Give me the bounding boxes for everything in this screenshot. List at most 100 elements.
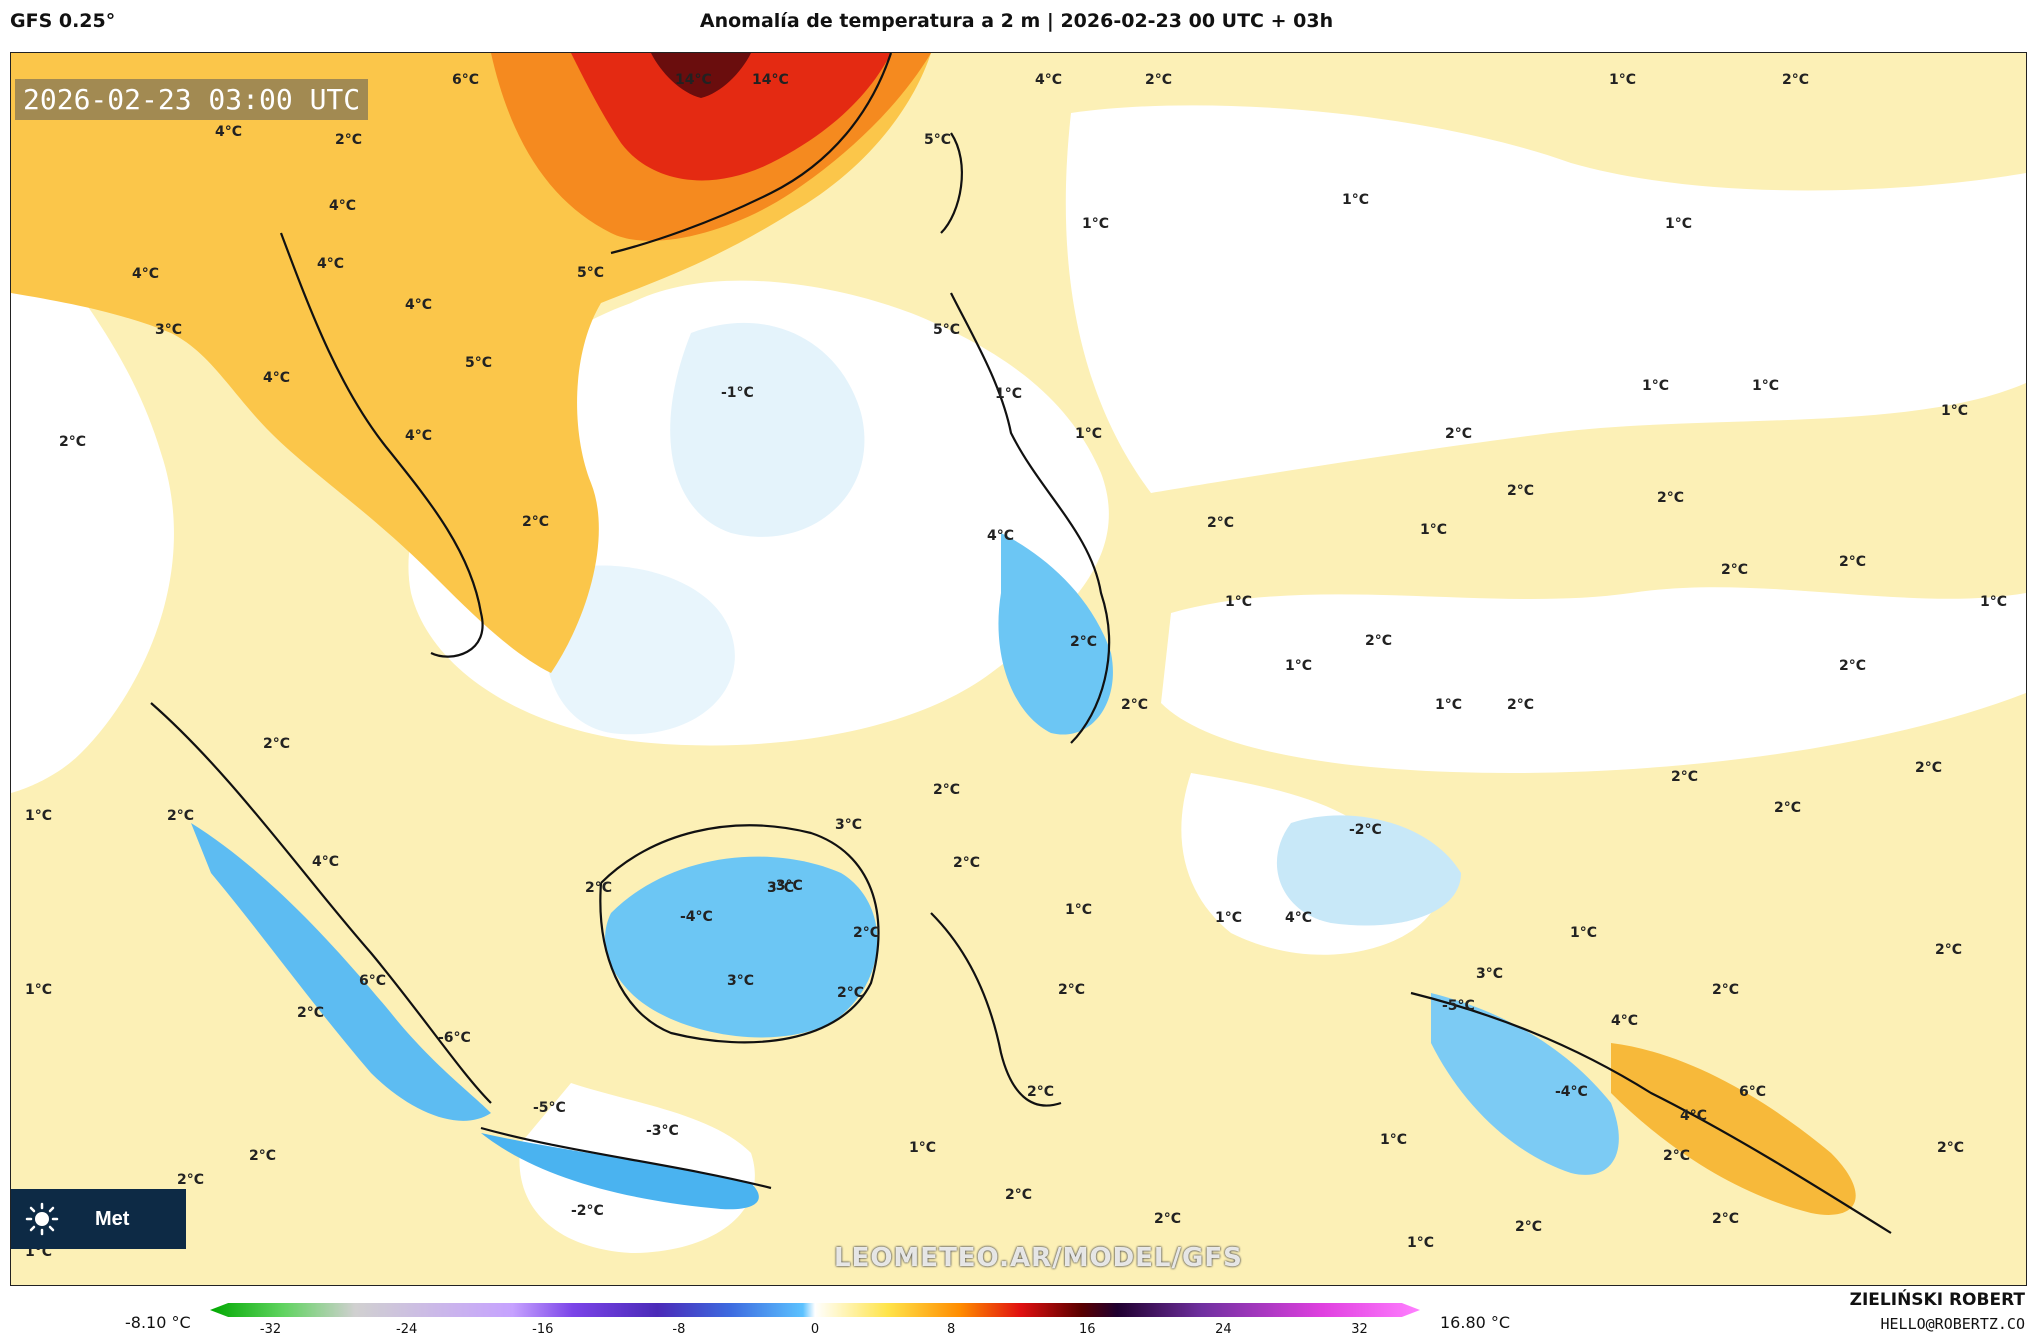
coastline-taiwan [940, 132, 963, 234]
near-zero-region-pacific-north [1065, 105, 2026, 493]
contour-label: 2°C [1207, 515, 1235, 531]
contour-label: 2°C [953, 855, 981, 871]
contour-label: 1°C [1065, 902, 1093, 918]
contour-label: -1°C [721, 385, 754, 401]
contour-label: 1°C [1941, 403, 1969, 419]
contour-label: 1°C [1642, 378, 1670, 394]
cold-anomaly-borneo [605, 856, 878, 1038]
coastline-new-guinea [1410, 991, 1892, 1234]
contour-label: 2°C [1937, 1140, 1965, 1156]
map-canvas [11, 53, 2026, 1285]
contour-label: 1°C [995, 386, 1023, 402]
contour-label: 5°C [465, 355, 493, 371]
colorbar-tick-label: 24 [1215, 1322, 1232, 1337]
contour-label: 4°C [132, 266, 160, 282]
contour-label: 2°C [167, 808, 195, 824]
colorbar-min-label: -8.10 °C [125, 1313, 191, 1332]
contour-label: -6°C [438, 1030, 471, 1046]
contour-label: 4°C [987, 528, 1015, 544]
contour-label: 2°C [1721, 562, 1749, 578]
valid-time-label: 2026-02-23 03:00 UTC [15, 79, 369, 120]
sun-icon [25, 1202, 59, 1236]
contour-label: 6°C [359, 973, 387, 989]
contour-label: 2°C [1507, 483, 1535, 499]
contour-label: 1°C [1215, 910, 1243, 926]
colorbar-tick-label: 0 [810, 1322, 820, 1337]
contour-label: 1°C [25, 982, 53, 998]
contour-label: 3°C [727, 973, 755, 989]
contour-label: 5°C [577, 265, 605, 281]
contour-label: 1°C [1980, 594, 2008, 610]
colorbar-tick-label: -16 [532, 1322, 554, 1337]
near-zero-region-west [11, 203, 174, 793]
contour-label: 1°C [1420, 522, 1448, 538]
colorbar-tick-label: -24 [396, 1322, 418, 1337]
contour-label: 1°C [1342, 192, 1370, 208]
contour-label: 2°C [1663, 1148, 1691, 1164]
contour-label: 2°C [1839, 554, 1867, 570]
contour-label: 2°C [1121, 697, 1149, 713]
contour-label: 1°C [1380, 1132, 1408, 1148]
coastline-borneo [599, 824, 880, 1044]
contour-label: -4°C [1555, 1084, 1588, 1100]
contour-label: 2°C [1712, 1211, 1740, 1227]
negative-region-celebes [1276, 815, 1461, 926]
warm-anomaly-new-guinea [1611, 1043, 1856, 1215]
contour-label: 3°C [155, 322, 183, 338]
author-email: HELLO@ROBERTZ.CO [1880, 1315, 2026, 1333]
negative-region-gulf [543, 565, 735, 735]
contour-label: 2°C [335, 132, 363, 148]
contour-label: 2°C [1507, 697, 1535, 713]
contour-label: 1°C [1075, 426, 1103, 442]
contour-label: 2°C [59, 434, 87, 450]
contour-label: 2°C [1915, 760, 1943, 776]
brand-logo-text: Met [95, 1207, 130, 1230]
contour-label: 2°C [933, 782, 961, 798]
contour-label: 5°C [933, 322, 961, 338]
contour-label: 1°C [1665, 216, 1693, 232]
contour-label: 3°C [767, 880, 795, 896]
cold-anomaly-sumatra [191, 823, 491, 1121]
contour-label: 1°C [1752, 378, 1780, 394]
contour-label: 3°C [1476, 966, 1504, 982]
contour-label: -5°C [1442, 998, 1475, 1014]
coastline-philippines [950, 292, 1111, 744]
author-credit: ZIELIŃSKI ROBERT [1849, 1290, 2025, 1310]
anomaly-map: 2026-02-23 03:00 UTC 6°C 14°C 14°C 4°C 2°C 1°… [10, 52, 2027, 1286]
colorbar-tick-label: 16 [1078, 1322, 1096, 1337]
model-label: GFS 0.25° [10, 10, 116, 32]
contour-label: 4°C [1285, 910, 1313, 926]
coastline-indochina [279, 232, 484, 658]
colorbar-tick-label: -8 [672, 1322, 686, 1337]
contour-label: 1°C [909, 1140, 937, 1156]
contour-label: 4°C [405, 428, 433, 444]
contour-label: 2°C [1154, 1211, 1182, 1227]
contour-label: -5°C [533, 1100, 566, 1116]
contour-label: 4°C [317, 256, 345, 272]
contour-label: 6°C [452, 72, 480, 88]
contour-label: -2°C [571, 1203, 604, 1219]
cold-anomaly-java [481, 1133, 759, 1210]
contour-label: 5°C [924, 132, 952, 148]
contour-label: 4°C [329, 198, 357, 214]
contour-label: 4°C [312, 854, 340, 870]
colorbar: -8.10 °C -32 -24 -16 -8 0 8 16 24 32 16.80 °C [0, 1300, 2033, 1339]
contour-label: 2°C [297, 1005, 325, 1021]
contour-label: -4°C [680, 909, 713, 925]
contour-label: 2°C [1712, 982, 1740, 998]
contour-label: 3°C [835, 817, 863, 833]
contour-label: 2°C [1027, 1084, 1055, 1100]
contour-label: 4°C [1680, 1108, 1708, 1124]
contour-label: 6°C [1739, 1084, 1767, 1100]
coastline-sulawesi [930, 912, 1062, 1107]
colorbar-tick-label: 32 [1351, 1322, 1368, 1337]
contour-label: 2°C [1935, 942, 1963, 958]
contour-label: 2°C [1671, 769, 1699, 785]
contour-label: 4°C [215, 124, 243, 140]
negative-region-south-china-sea [670, 322, 865, 537]
contour-label: 2°C [585, 880, 613, 896]
contour-label: -3°C [770, 878, 803, 894]
contour-label: 2°C [1839, 658, 1867, 674]
contour-label: 1°C [1225, 594, 1253, 610]
contour-label: 4°C [263, 370, 291, 386]
